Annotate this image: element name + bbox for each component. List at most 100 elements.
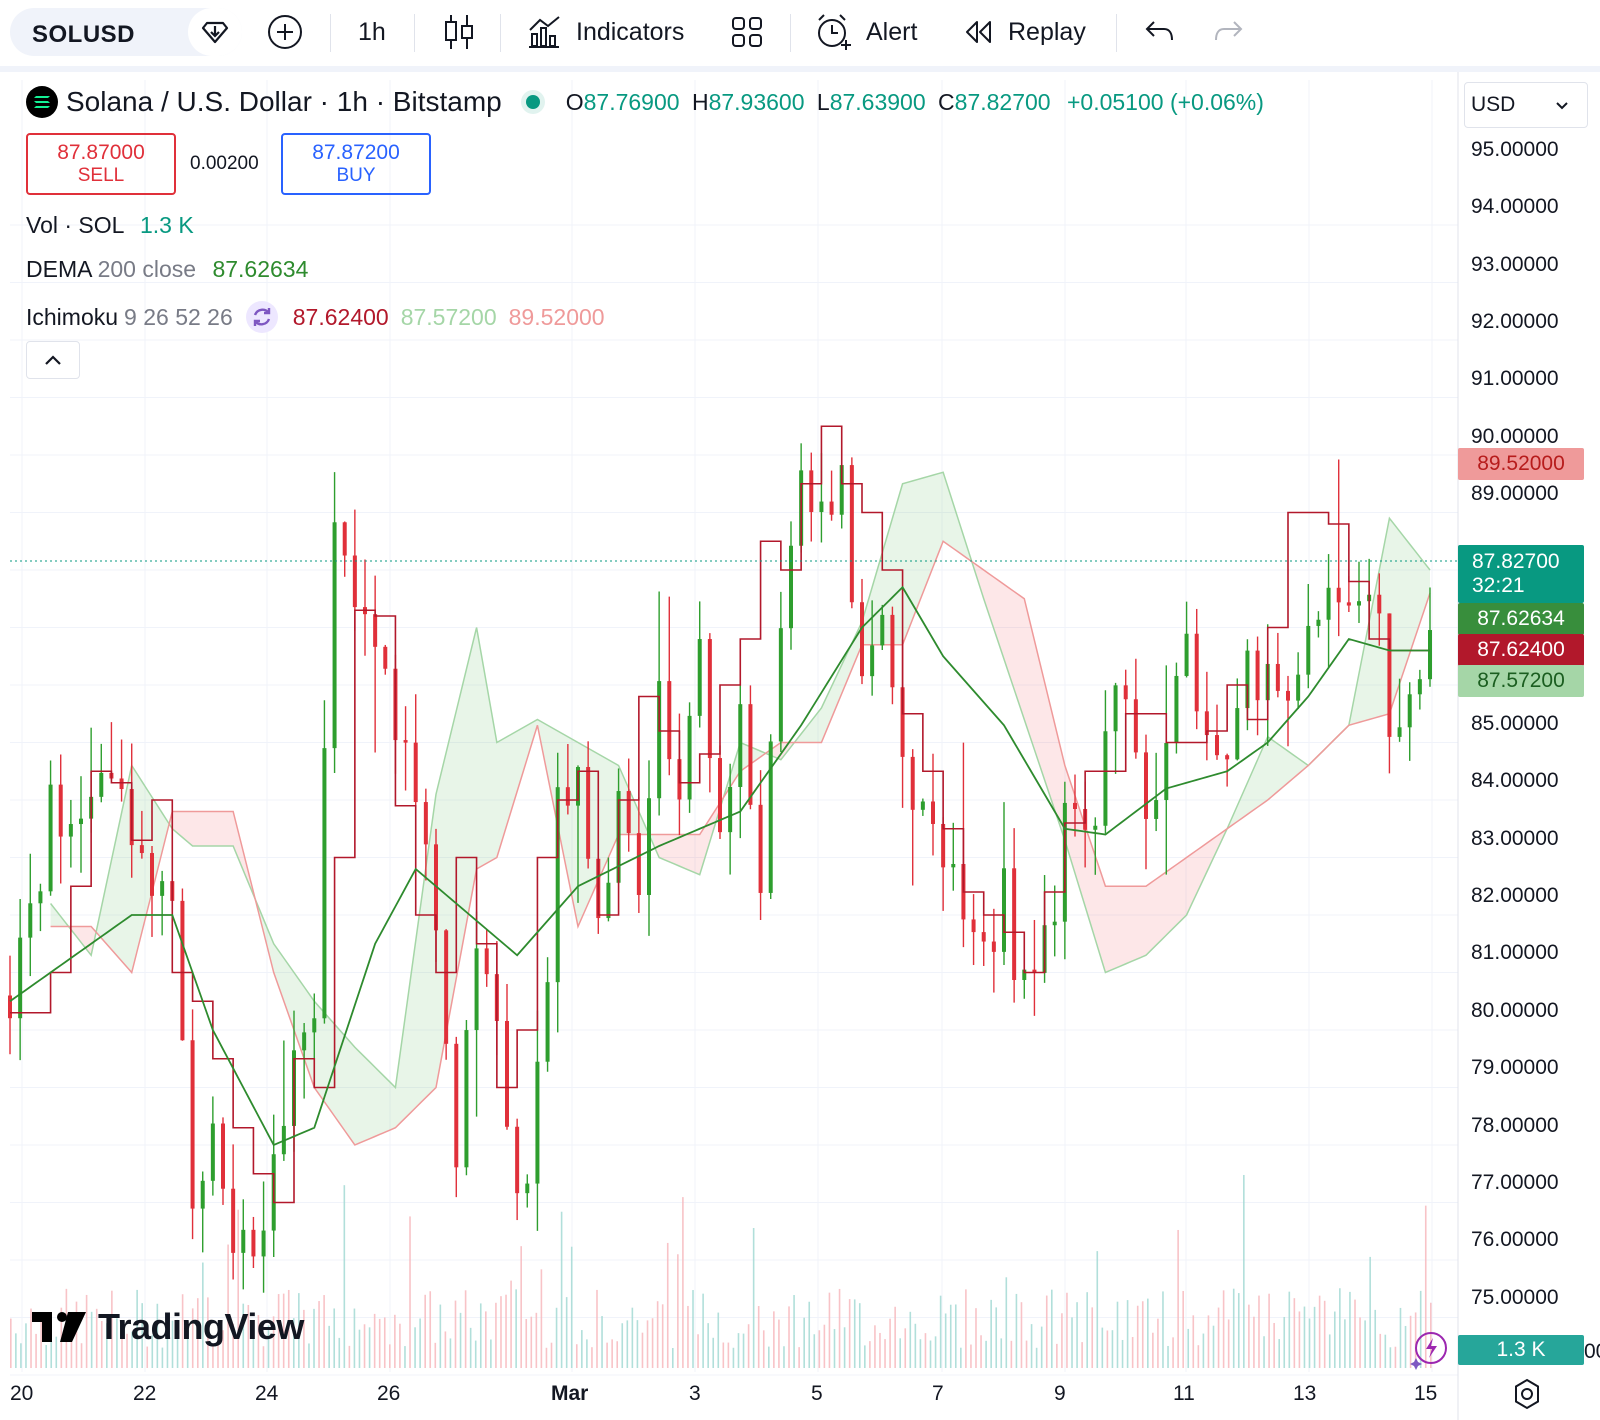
volume-bar (1081, 1342, 1083, 1368)
volume-bar (20, 1343, 22, 1368)
volume-bar (570, 1246, 573, 1368)
volume-legend-label: Vol · SOL (26, 212, 124, 238)
candle-body-up (1022, 969, 1027, 980)
candle-body-down (565, 787, 570, 806)
candle-body-down (1275, 663, 1280, 691)
sell-button[interactable]: 87.87000 SELL (26, 133, 176, 195)
redo-button[interactable] (1212, 10, 1244, 54)
candle-body-down (373, 614, 378, 647)
undo-button[interactable] (1144, 10, 1176, 54)
low-label: L (816, 88, 830, 115)
chart-settings-button[interactable] (1510, 1377, 1544, 1411)
volume-bar (267, 1325, 270, 1368)
candle-body-down (454, 1043, 459, 1168)
dema-legend[interactable]: DEMA 200 close 87.62634 (26, 256, 308, 283)
volume-bar (1389, 1347, 1392, 1368)
currency-select[interactable]: USD (1464, 82, 1588, 128)
volume-bar (156, 1303, 159, 1368)
x-tick-label: 20 (10, 1382, 34, 1405)
interval-button[interactable]: 1h (358, 10, 386, 54)
x-tick-label: 5 (811, 1382, 823, 1405)
ichimoku-top-price-label: 89.52000 (1458, 448, 1584, 480)
indicators-button[interactable]: Indicators (526, 10, 684, 54)
volume-bar (277, 1294, 280, 1368)
volume-bar (1152, 1332, 1154, 1368)
candle-body-down (1123, 685, 1128, 700)
volume-bar (929, 1340, 932, 1368)
replay-label: Replay (1008, 17, 1086, 46)
candle-body-down (423, 802, 428, 845)
y-tick-label-partial: 000 (1584, 1340, 1600, 1363)
volume-bar (651, 1318, 654, 1368)
last-price-label: 87.82700 32:21 (1458, 545, 1584, 603)
go-to-realtime-button[interactable] (1408, 1328, 1450, 1370)
volume-bar (500, 1296, 502, 1368)
candle-body-down (221, 1123, 225, 1189)
ichimoku-conversion-line (10, 425, 1430, 1204)
candle-body-up (1184, 633, 1189, 676)
x-tick-label: Mar (551, 1382, 589, 1405)
volume-bar (1010, 1340, 1013, 1368)
buy-button[interactable]: 87.87200 BUY (281, 133, 431, 195)
volume-legend-value: 1.3 K (139, 212, 194, 238)
dema-price-label: 87.62634 (1458, 603, 1584, 635)
volume-bar (323, 1295, 325, 1368)
chevron-up-icon (45, 355, 61, 365)
tradingview-logo[interactable]: TradingView (30, 1306, 304, 1348)
volume-bar (1424, 1205, 1427, 1368)
symbol-search-button[interactable]: SOLUSD (10, 8, 242, 56)
y-tick-label: 79.00000 (1471, 1056, 1559, 1079)
price-chart[interactable] (0, 72, 1600, 1420)
compare-symbol-button[interactable] (266, 10, 304, 54)
volume-bar (1399, 1307, 1402, 1368)
alarm-clock-icon (818, 14, 851, 50)
y-tick-label: 95.00000 (1471, 138, 1559, 161)
candle-body-down (829, 501, 834, 515)
volume-bar (798, 1347, 800, 1368)
alert-button[interactable]: Alert (814, 10, 917, 54)
chart-type-button[interactable] (442, 10, 476, 54)
volume-bar (95, 1308, 98, 1368)
volume-bar (227, 1244, 229, 1368)
volume-bar (50, 1340, 53, 1368)
chart-title: Solana / U.S. Dollar · 1h · Bitstamp (66, 86, 502, 117)
symbol-tag-icon[interactable] (188, 8, 242, 56)
volume-bar (45, 1344, 47, 1368)
volume-legend[interactable]: Vol · SOL 1.3 K (26, 212, 194, 239)
volume-bar (1404, 1325, 1407, 1368)
ichimoku-legend[interactable]: Ichimoku 9 26 52 26 87.62400 87.57200 89… (26, 300, 605, 334)
volume-bar (954, 1304, 957, 1368)
volume-bar (1076, 1302, 1078, 1368)
volume-bar (262, 1346, 265, 1368)
volume-bar (1116, 1301, 1119, 1368)
volume-bar (469, 1327, 472, 1368)
bar-countdown: 32:21 (1472, 574, 1525, 597)
chart-legend: Solana / U.S. Dollar · 1h · Bitstamp O87… (26, 86, 1264, 118)
dema-legend-value: 87.62634 (212, 256, 309, 282)
high-label: H (691, 88, 709, 115)
volume-bar (601, 1316, 603, 1368)
toolbar-divider (414, 14, 415, 52)
volume-bar (1050, 1289, 1053, 1368)
volume-bar (1172, 1337, 1174, 1368)
candle-body-up (38, 891, 43, 904)
candle-body-down (251, 1229, 256, 1257)
volume-bar (934, 1336, 937, 1368)
volume-bar (111, 1290, 113, 1368)
volume-bar (1308, 1318, 1311, 1368)
volume-bar (545, 1347, 548, 1368)
candle-body-down (910, 756, 915, 810)
volume-bar (985, 1340, 987, 1368)
candle-body-down (991, 941, 996, 952)
collapse-legend-button[interactable] (26, 341, 80, 379)
volume-bar (555, 1307, 558, 1368)
chevron-down-icon (1556, 102, 1569, 110)
templates-button[interactable] (730, 10, 764, 54)
volume-bar (727, 1342, 730, 1368)
volume-bar (368, 1327, 371, 1368)
replay-button[interactable]: Replay (962, 10, 1086, 54)
candle-body-down (484, 948, 489, 975)
y-tick-label: 91.00000 (1471, 367, 1559, 390)
candle-body-up (1417, 679, 1422, 695)
volume-bar (1106, 1330, 1109, 1368)
